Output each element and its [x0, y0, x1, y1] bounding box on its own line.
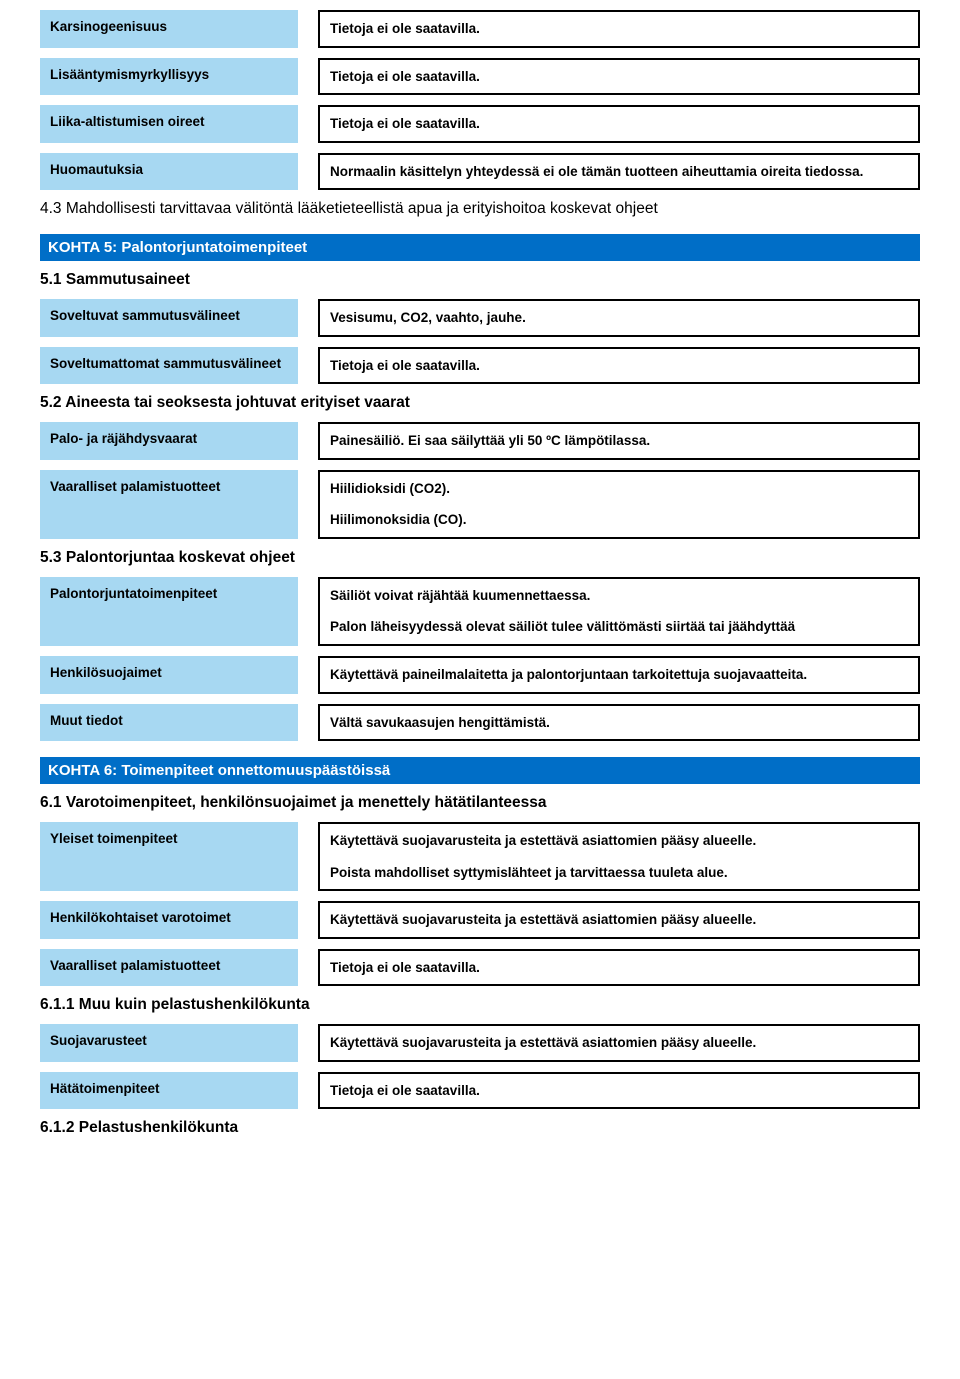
data-row: Yleiset toimenpiteet Käytettävä suojavar…	[40, 822, 920, 891]
section-6-header: KOHTA 6: Toimenpiteet onnettomuuspäästöi…	[40, 757, 920, 784]
data-row: Huomautuksia Normaalin käsittelyn yhteyd…	[40, 153, 920, 191]
row-label: Vaaralliset palamistuotteet	[40, 470, 298, 539]
row-label: Vaaralliset palamistuotteet	[40, 949, 298, 987]
row-label: Huomautuksia	[40, 153, 298, 191]
row-value: Tietoja ei ole saatavilla.	[318, 949, 920, 987]
data-row: Hätätoimenpiteet Tietoja ei ole saatavil…	[40, 1072, 920, 1110]
row-label: Soveltuvat sammutusvälineet	[40, 299, 298, 337]
row-value: Käytettävä suojavarusteita ja estettävä …	[318, 1024, 920, 1062]
heading-5-3: 5.3 Palontorjuntaa koskevat ohjeet	[40, 549, 920, 567]
row-value: Käytettävä suojavarusteita ja estettävä …	[318, 822, 920, 891]
row-value: Säiliöt voivat räjähtää kuumennettaessa.…	[318, 577, 920, 646]
row-value: Tietoja ei ole saatavilla.	[318, 105, 920, 143]
data-row: Karsinogeenisuus Tietoja ei ole saatavil…	[40, 10, 920, 48]
row-value-line: Palon läheisyydessä olevat säiliöt tulee…	[330, 618, 908, 636]
section-5-header: KOHTA 5: Palontorjuntatoimenpiteet	[40, 234, 920, 261]
data-row: Suojavarusteet Käytettävä suojavarusteit…	[40, 1024, 920, 1062]
row-value: Tietoja ei ole saatavilla.	[318, 10, 920, 48]
row-value-line: Hiilimonoksidia (CO).	[330, 511, 908, 529]
row-label: Palontorjuntatoimenpiteet	[40, 577, 298, 646]
data-row: Palo- ja räjähdysvaarat Painesäiliö. Ei …	[40, 422, 920, 460]
row-label: Soveltumattomat sammutusvälineet	[40, 347, 298, 385]
row-label: Hätätoimenpiteet	[40, 1072, 298, 1110]
heading-5-2: 5.2 Aineesta tai seoksesta johtuvat erit…	[40, 394, 920, 412]
row-label: Henkilökohtaiset varotoimet	[40, 901, 298, 939]
heading-6-1-2: 6.1.2 Pelastushenkilökunta	[40, 1119, 920, 1137]
row-label: Suojavarusteet	[40, 1024, 298, 1062]
row-value: Vesisumu, CO2, vaahto, jauhe.	[318, 299, 920, 337]
row-label: Palo- ja räjähdysvaarat	[40, 422, 298, 460]
row-value: Käytettävä suojavarusteita ja estettävä …	[318, 901, 920, 939]
data-row: Vaaralliset palamistuotteet Tietoja ei o…	[40, 949, 920, 987]
data-row: Muut tiedot Vältä savukaasujen hengittäm…	[40, 704, 920, 742]
row-value-line: Hiilidioksidi (CO2).	[330, 480, 908, 498]
data-row: Liika-altistumisen oireet Tietoja ei ole…	[40, 105, 920, 143]
heading-6-1: 6.1 Varotoimenpiteet, henkilönsuojaimet …	[40, 794, 920, 812]
row-value: Painesäiliö. Ei saa säilyttää yli 50 ºC …	[318, 422, 920, 460]
row-label: Lisääntymismyrkyllisyys	[40, 58, 298, 96]
data-row: Palontorjuntatoimenpiteet Säiliöt voivat…	[40, 577, 920, 646]
data-row: Soveltuvat sammutusvälineet Vesisumu, CO…	[40, 299, 920, 337]
row-value-line: Poista mahdolliset syttymislähteet ja ta…	[330, 864, 908, 882]
row-value: Normaalin käsittelyn yhteydessä ei ole t…	[318, 153, 920, 191]
heading-4-3: 4.3 Mahdollisesti tarvittavaa välitöntä …	[40, 200, 920, 218]
data-row: Henkilösuojaimet Käytettävä paineilmalai…	[40, 656, 920, 694]
row-value: Tietoja ei ole saatavilla.	[318, 1072, 920, 1110]
data-row: Lisääntymismyrkyllisyys Tietoja ei ole s…	[40, 58, 920, 96]
row-value-line: Säiliöt voivat räjähtää kuumennettaessa.	[330, 587, 908, 605]
row-label: Liika-altistumisen oireet	[40, 105, 298, 143]
row-value: Käytettävä paineilmalaitetta ja palontor…	[318, 656, 920, 694]
row-label: Yleiset toimenpiteet	[40, 822, 298, 891]
data-row: Soveltumattomat sammutusvälineet Tietoja…	[40, 347, 920, 385]
row-label: Henkilösuojaimet	[40, 656, 298, 694]
row-label: Muut tiedot	[40, 704, 298, 742]
data-row: Henkilökohtaiset varotoimet Käytettävä s…	[40, 901, 920, 939]
data-row: Vaaralliset palamistuotteet Hiilidioksid…	[40, 470, 920, 539]
row-value: Vältä savukaasujen hengittämistä.	[318, 704, 920, 742]
row-value: Hiilidioksidi (CO2). Hiilimonoksidia (CO…	[318, 470, 920, 539]
heading-5-1: 5.1 Sammutusaineet	[40, 271, 920, 289]
row-label: Karsinogeenisuus	[40, 10, 298, 48]
row-value-line: Käytettävä suojavarusteita ja estettävä …	[330, 832, 908, 850]
row-value: Tietoja ei ole saatavilla.	[318, 58, 920, 96]
heading-6-1-1: 6.1.1 Muu kuin pelastushenkilökunta	[40, 996, 920, 1014]
row-value: Tietoja ei ole saatavilla.	[318, 347, 920, 385]
